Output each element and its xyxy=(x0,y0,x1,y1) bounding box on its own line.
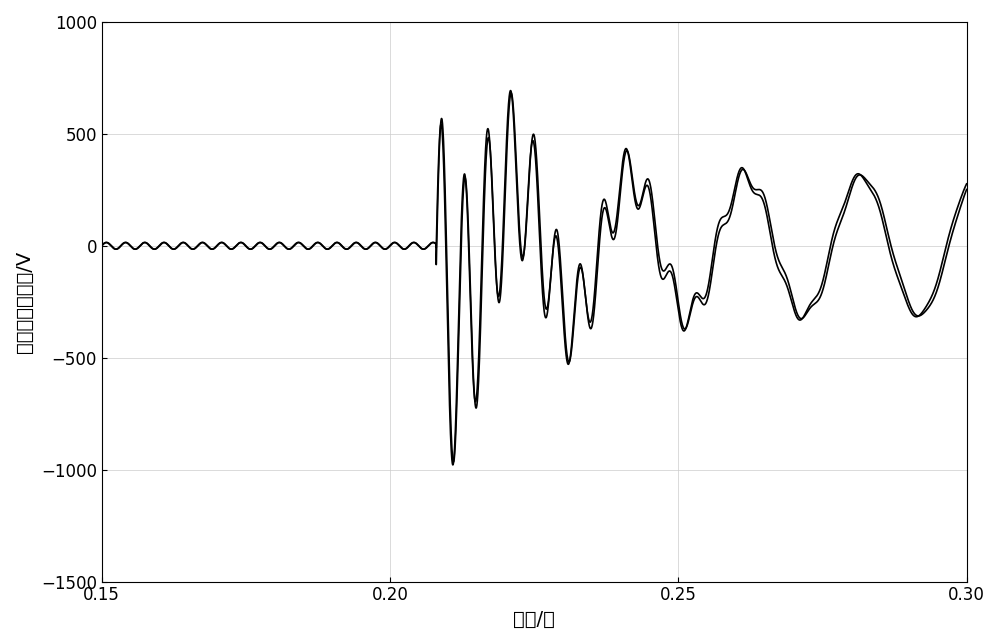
X-axis label: 时间/秒: 时间/秒 xyxy=(513,610,555,629)
Y-axis label: 开关管两端电压/V: 开关管两端电压/V xyxy=(15,251,34,353)
